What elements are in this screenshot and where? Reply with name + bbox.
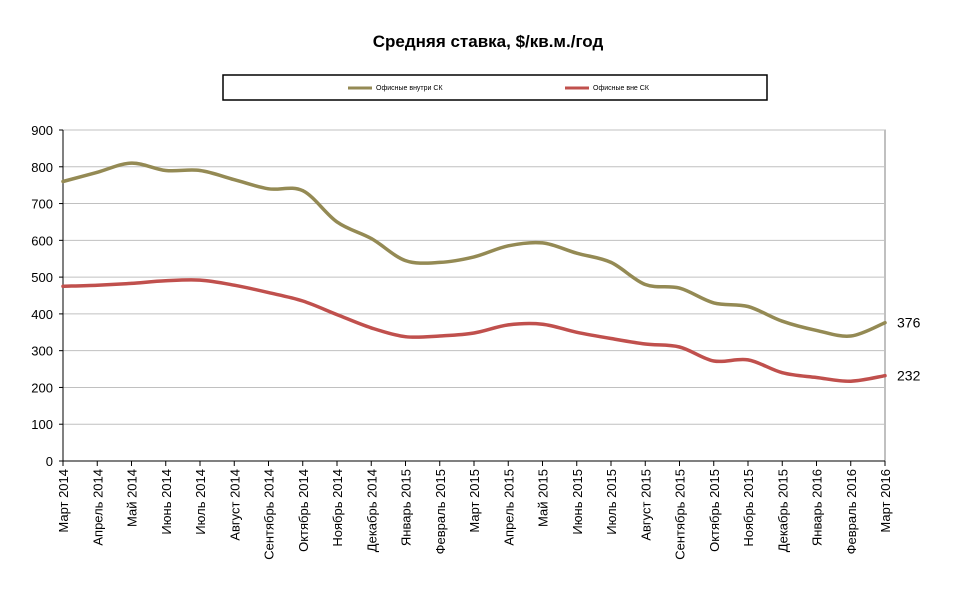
series-1-point: [815, 328, 818, 332]
y-tick-label: 300: [31, 344, 53, 359]
series-1-point: [472, 255, 476, 259]
series-2-point: [575, 330, 579, 334]
series-2-point: [95, 283, 99, 287]
legend-label-series-2: Офисные вне СК: [593, 85, 650, 92]
series-2-point: [438, 334, 442, 338]
legend-box: [222, 74, 768, 101]
x-tick-label: Август 2015: [638, 469, 653, 541]
x-tick-label: Июль 2014: [193, 469, 208, 535]
gridlines: [63, 129, 885, 425]
series-2-point: [506, 323, 510, 327]
series-2-point: [198, 278, 202, 282]
x-tick-label: Ноябрь 2014: [330, 469, 345, 547]
legend-label-series-1: Офисные внутри СК: [376, 85, 443, 92]
series-1-point: [506, 244, 510, 248]
series-2-point: [404, 335, 407, 339]
series-2-point: [780, 371, 784, 375]
series-2-point: [369, 326, 373, 330]
y-tick-label: 500: [31, 270, 53, 285]
series-2-point: [164, 279, 168, 283]
series-2-point: [232, 283, 236, 287]
x-tick-label: Апрель 2014: [90, 469, 105, 546]
series-1-point: [780, 319, 784, 323]
x-tick-label: Февраль 2016: [844, 469, 859, 554]
series-2-point: [130, 281, 133, 285]
series-2-point: [746, 358, 750, 362]
legend: Офисные внутри СК Офисные вне СК: [222, 74, 768, 101]
series-1-point: [643, 282, 647, 286]
series-2-point: [678, 345, 681, 349]
series-1-point: [369, 236, 373, 240]
x-tick-label: Январь 2016: [810, 469, 825, 546]
series-1-point: [130, 161, 133, 165]
series-1-point: [301, 189, 305, 193]
series-1-point: [232, 178, 236, 182]
series-1-point: [198, 168, 202, 172]
series-1-point: [61, 179, 65, 183]
y-tick-label: 600: [31, 233, 53, 248]
series-1-end-label: 376: [897, 315, 921, 331]
plot-area: [62, 129, 886, 462]
series-2-point: [541, 322, 544, 326]
x-tick-label: Октябрь 2014: [296, 469, 311, 552]
series-2-point: [301, 299, 305, 303]
series-1-point: [678, 286, 681, 290]
series-1-point: [849, 334, 853, 338]
chart-title: Средняя ставка, $/кв.м./год: [373, 32, 604, 51]
series-group: [61, 161, 887, 383]
series-2-point: [335, 313, 339, 317]
x-tick-label: Октябрь 2015: [707, 469, 722, 552]
x-tick-label: Март 2015: [467, 469, 482, 533]
x-tick-label: Сентябрь 2015: [673, 469, 688, 560]
x-tick-label: Июнь 2015: [570, 469, 585, 535]
series-1-point: [335, 220, 339, 224]
y-tick-label: 100: [31, 417, 53, 432]
end-labels: 376 232: [897, 315, 921, 384]
series-1-point: [609, 260, 613, 264]
x-tick-label: Март 2014: [56, 469, 71, 533]
x-tick-label: Январь 2015: [399, 469, 414, 546]
series-1-point: [267, 187, 270, 191]
series-2-point: [643, 342, 647, 346]
x-tick-label: Август 2014: [227, 469, 242, 541]
series-1-point: [575, 251, 579, 255]
x-tick-label: Апрель 2015: [501, 469, 516, 546]
series-1-point: [95, 170, 99, 174]
x-tick-label: Март 2016: [878, 469, 893, 533]
x-tick-label: Май 2014: [125, 469, 140, 527]
series-2-point: [267, 291, 270, 295]
x-tick-label: Сентябрь 2014: [262, 469, 277, 560]
series-1-point: [746, 305, 750, 309]
y-tick-label: 700: [31, 197, 53, 212]
series-2-point: [472, 331, 476, 335]
series-2-point: [849, 379, 853, 383]
x-tick-label: Февраль 2015: [433, 469, 448, 554]
series-1-point: [164, 168, 168, 172]
series-1-point: [712, 301, 716, 305]
series-2-point: [712, 359, 716, 363]
series-2-end-label: 232: [897, 368, 921, 384]
series-2-point: [883, 374, 887, 378]
series-2-point: [61, 284, 65, 288]
series-1-point: [883, 321, 887, 325]
x-tick-label: Июль 2015: [604, 469, 619, 535]
series-1-point: [438, 260, 442, 264]
series-2-point: [815, 376, 818, 380]
y-tick-label: 900: [31, 123, 53, 138]
y-tick-label: 0: [46, 454, 53, 469]
y-tick-label: 200: [31, 380, 53, 395]
series-1-point: [541, 241, 544, 245]
series-1-point: [404, 259, 407, 263]
series-2-point: [609, 337, 613, 341]
x-tick-label: Июнь 2014: [159, 469, 174, 535]
y-tick-label: 400: [31, 307, 53, 322]
x-tick-label: Ноябрь 2015: [741, 469, 756, 547]
axes: 0 100 200 300 400 500 600 700 800 900 Март 2014 Апр…: [31, 123, 893, 560]
x-tick-label: Май 2015: [536, 469, 551, 527]
x-tick-label: Декабрь 2015: [775, 469, 790, 552]
x-tick-label: Декабрь 2014: [364, 469, 379, 552]
y-tick-label: 800: [31, 160, 53, 175]
